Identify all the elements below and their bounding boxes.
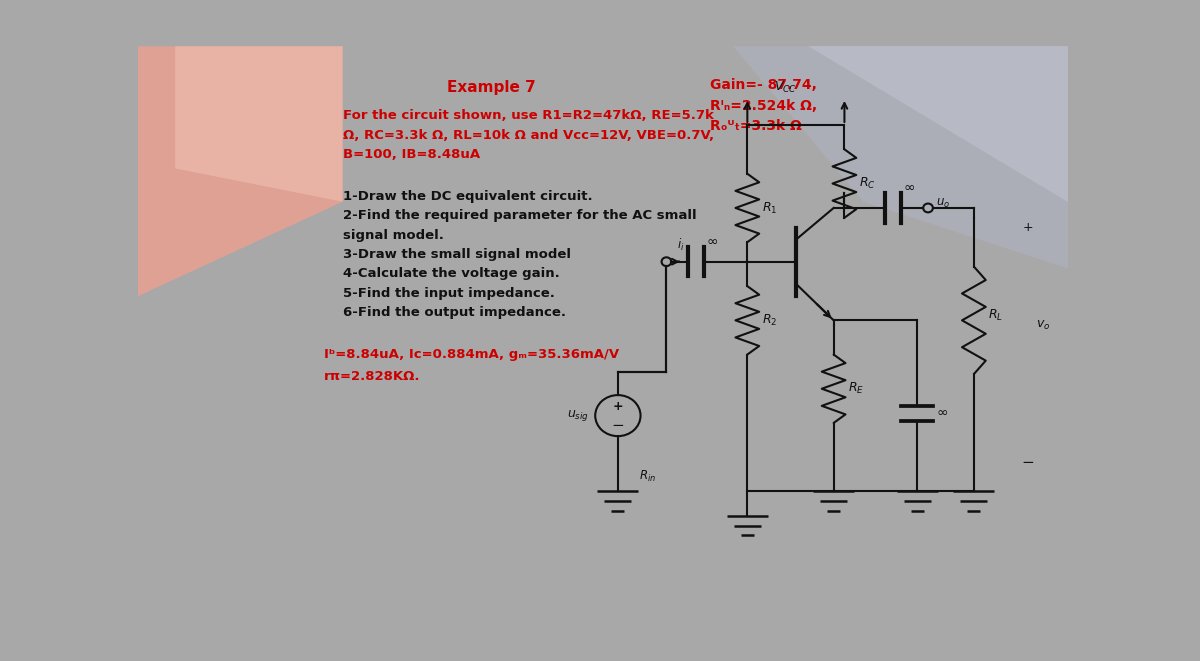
Text: 3-Draw the small signal model: 3-Draw the small signal model	[343, 248, 571, 261]
Text: Example 7: Example 7	[448, 81, 535, 95]
Text: $i_i$: $i_i$	[677, 237, 685, 253]
Text: Gain=- 87.74,: Gain=- 87.74,	[710, 78, 817, 92]
Text: ∞: ∞	[707, 235, 719, 249]
Text: −: −	[1021, 455, 1034, 469]
Text: $R_1$: $R_1$	[762, 200, 778, 215]
Text: $R_2$: $R_2$	[762, 313, 778, 328]
Polygon shape	[175, 46, 343, 202]
Text: signal model.: signal model.	[343, 229, 444, 241]
Text: Rₒᵁₜ=3.3k Ω: Rₒᵁₜ=3.3k Ω	[710, 119, 802, 134]
Text: ∞: ∞	[904, 181, 916, 196]
Text: Ω, RC=3.3k Ω, RL=10k Ω and Vcc=12V, VBE=0.7V,: Ω, RC=3.3k Ω, RL=10k Ω and Vcc=12V, VBE=…	[343, 129, 714, 141]
Polygon shape	[733, 46, 1068, 268]
Text: $u_{sig}$: $u_{sig}$	[566, 408, 589, 423]
Text: 6-Find the output impedance.: 6-Find the output impedance.	[343, 306, 565, 319]
Polygon shape	[138, 46, 343, 296]
Text: +: +	[1022, 221, 1033, 234]
Text: $u_o$: $u_o$	[936, 196, 950, 210]
Text: ∞: ∞	[936, 406, 948, 420]
Text: 5-Find the input impedance.: 5-Find the input impedance.	[343, 287, 554, 300]
Text: 4-Calculate the voltage gain.: 4-Calculate the voltage gain.	[343, 268, 559, 280]
Text: +: +	[612, 401, 623, 413]
Text: 1-Draw the DC equivalent circuit.: 1-Draw the DC equivalent circuit.	[343, 190, 593, 203]
Text: B=100, IB=8.48uA: B=100, IB=8.48uA	[343, 148, 480, 161]
Text: $v_o$: $v_o$	[1036, 319, 1050, 332]
Text: For the circuit shown, use R1=R2=47kΩ, RE=5.7k: For the circuit shown, use R1=R2=47kΩ, R…	[343, 109, 714, 122]
Polygon shape	[808, 46, 1068, 202]
Text: rπ=2.828KΩ.: rπ=2.828KΩ.	[324, 370, 420, 383]
Text: $R_{in}$: $R_{in}$	[638, 469, 656, 484]
Text: $R_C$: $R_C$	[859, 176, 876, 191]
Text: 2-Find the required parameter for the AC small: 2-Find the required parameter for the AC…	[343, 209, 696, 222]
Text: $R_E$: $R_E$	[848, 381, 864, 397]
Text: $V_{CC}$: $V_{CC}$	[774, 79, 797, 95]
Text: −: −	[612, 418, 624, 433]
Text: Rᴵₙ=2.524k Ω,: Rᴵₙ=2.524k Ω,	[710, 98, 817, 112]
Text: $R_L$: $R_L$	[989, 308, 1003, 323]
Text: Iᵇ=8.84uA, Iᴄ=0.884mA, gₘ=35.36mA/V: Iᵇ=8.84uA, Iᴄ=0.884mA, gₘ=35.36mA/V	[324, 348, 619, 361]
